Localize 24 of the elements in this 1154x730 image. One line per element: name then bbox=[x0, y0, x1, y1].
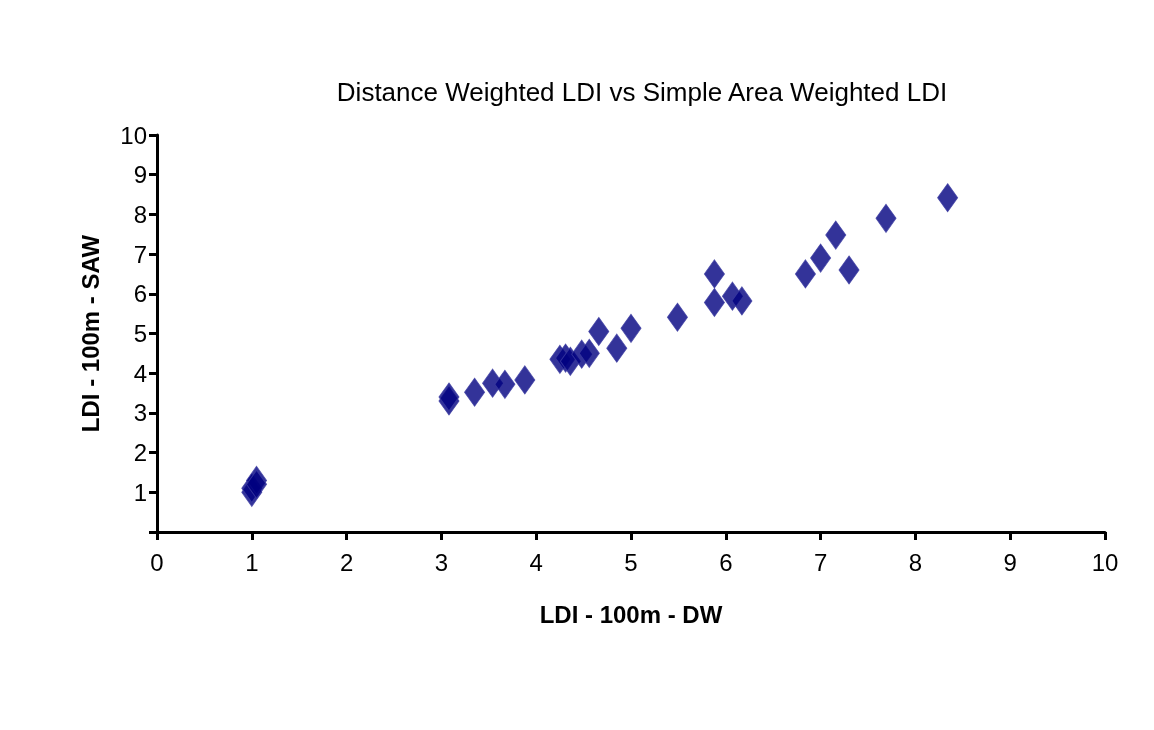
y-tick-label: 9 bbox=[133, 161, 147, 189]
x-tick-label: 0 bbox=[150, 548, 164, 576]
x-tick-label: 5 bbox=[624, 548, 638, 576]
y-tick-label: 3 bbox=[133, 399, 147, 427]
y-axis-title: LDI - 100m - SAW bbox=[76, 234, 104, 433]
y-tick-label: 6 bbox=[133, 280, 147, 308]
x-tick-label: 2 bbox=[339, 548, 354, 576]
y-tick-label: 5 bbox=[133, 320, 147, 347]
y-tick-label: 4 bbox=[133, 359, 147, 387]
y-tick-label: 7 bbox=[133, 240, 147, 268]
y-tick-label: 2 bbox=[133, 439, 147, 467]
x-tick-label: 7 bbox=[813, 548, 828, 576]
x-tick-label: 8 bbox=[908, 548, 923, 576]
y-tick-label: 10 bbox=[120, 121, 147, 149]
x-tick-label: 9 bbox=[1003, 548, 1017, 576]
x-tick-label: 1 bbox=[245, 548, 259, 576]
y-tick-label: 1 bbox=[133, 478, 147, 506]
chart-title: Distance Weighted LDI vs Simple Area Weighted LDI bbox=[336, 77, 948, 107]
x-tick-label: 4 bbox=[529, 548, 543, 576]
x-tick-label: 10 bbox=[1091, 548, 1119, 576]
y-tick-label: 8 bbox=[133, 200, 147, 228]
x-axis-title: LDI - 100m - DW bbox=[539, 600, 723, 628]
x-tick-label: 3 bbox=[434, 548, 449, 576]
x-tick-label: 6 bbox=[719, 548, 733, 576]
